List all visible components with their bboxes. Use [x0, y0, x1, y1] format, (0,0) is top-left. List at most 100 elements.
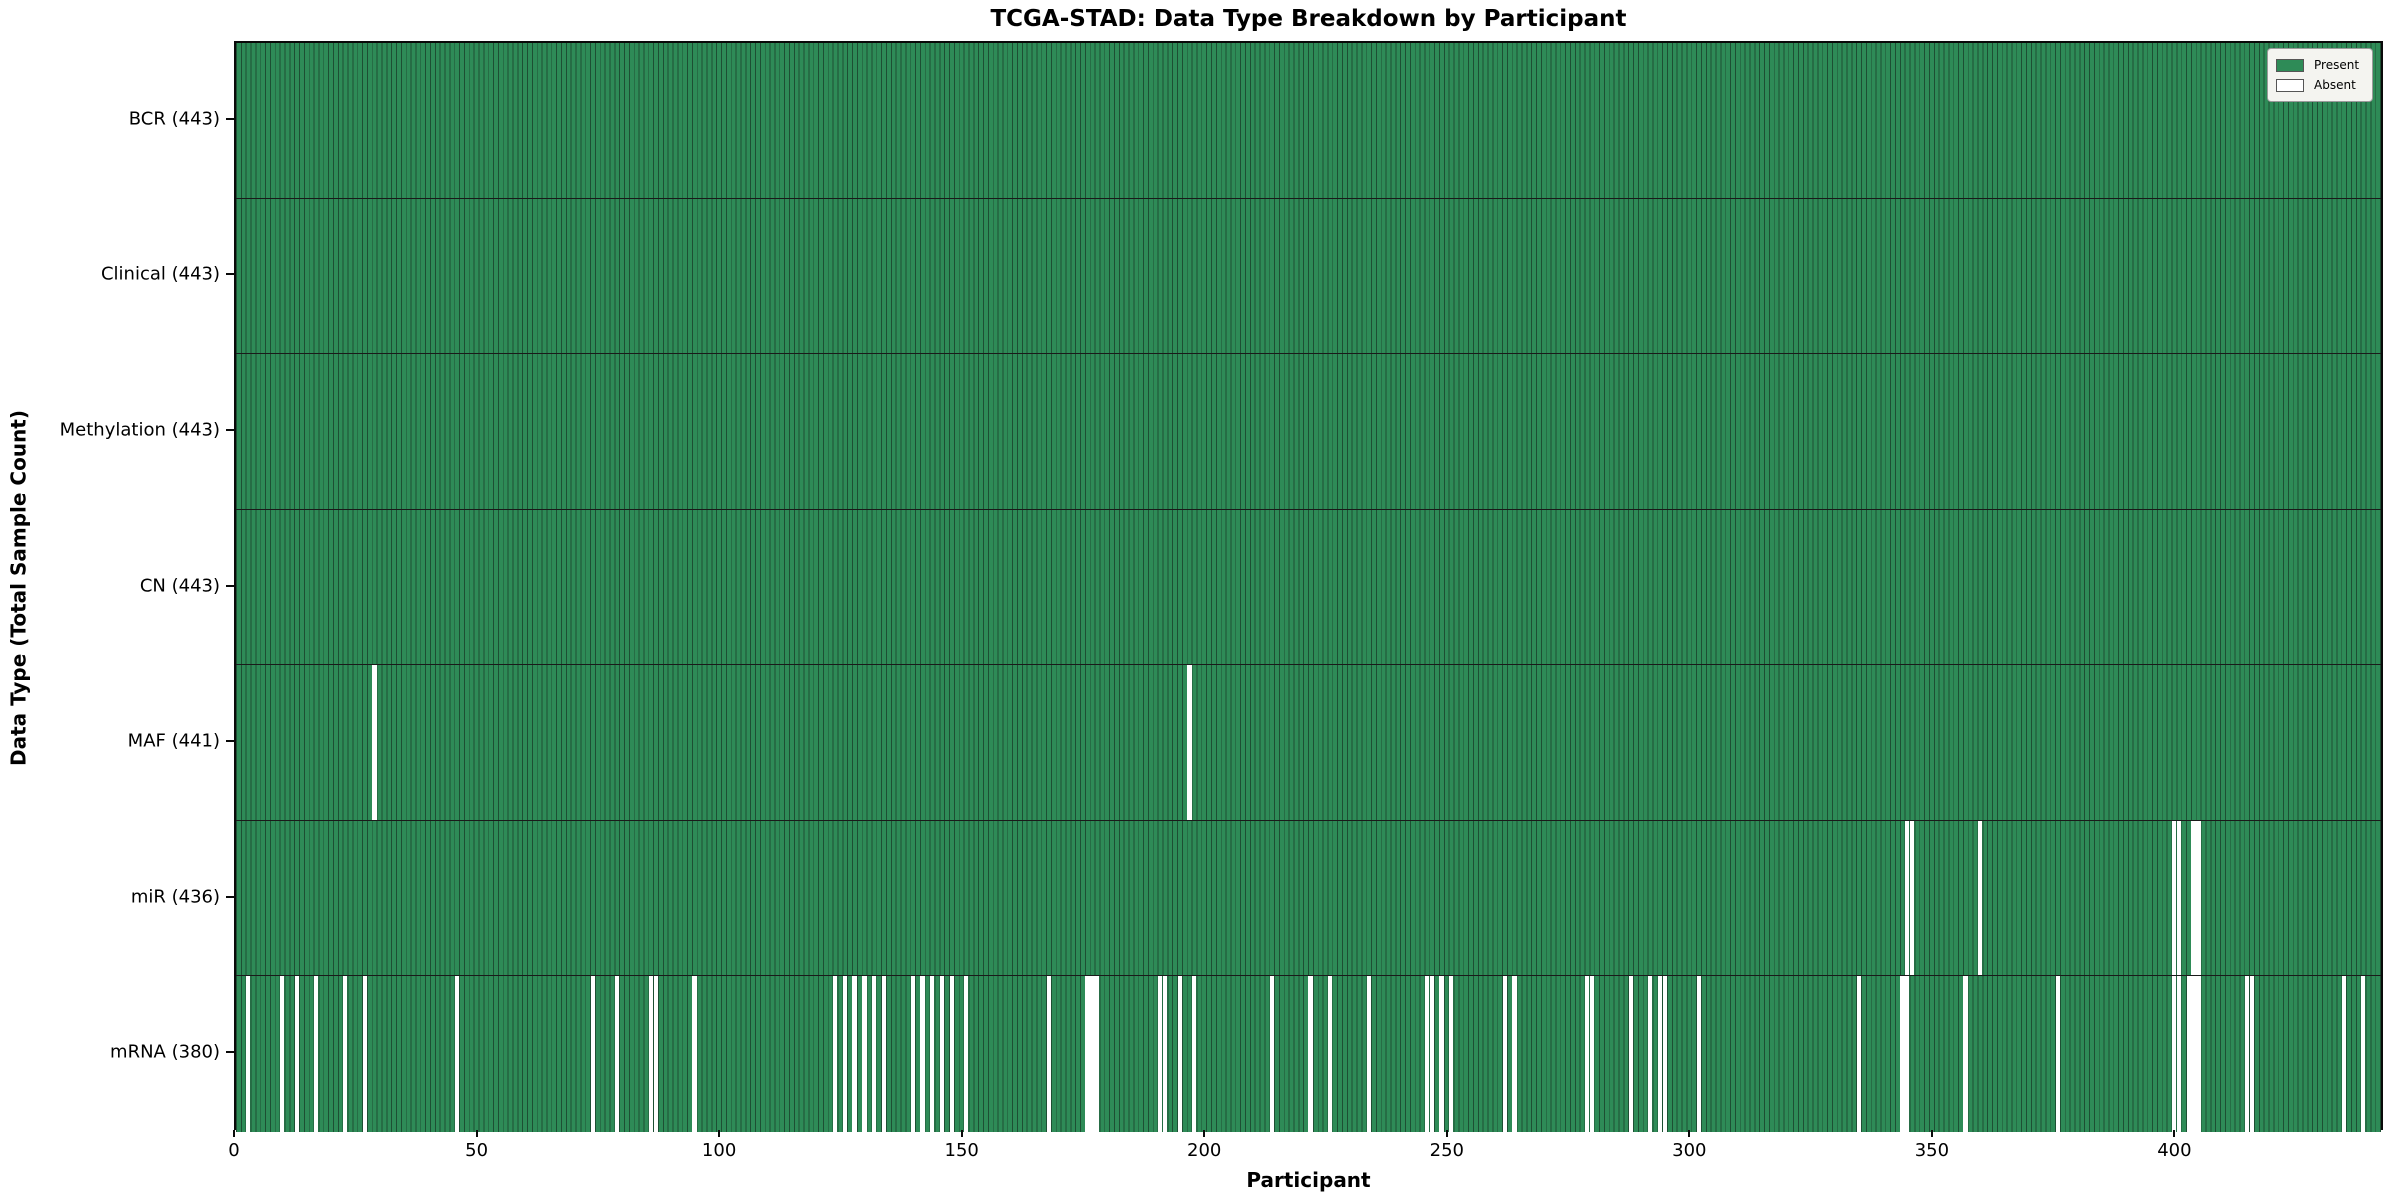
- x-tick-mark: [475, 1130, 478, 1137]
- absent-stripe: [1910, 820, 1915, 976]
- absent-stripe: [2176, 976, 2182, 1132]
- absent-stripe: [1696, 976, 1701, 1132]
- absent-stripe: [653, 976, 658, 1132]
- absent-stripe: [833, 976, 838, 1132]
- legend-entry-absent: Absent: [2276, 75, 2364, 95]
- absent-stripe: [614, 976, 620, 1132]
- absent-stripe: [1090, 976, 1095, 1132]
- y-tick-mark: [226, 117, 234, 120]
- row-mir: [236, 820, 2381, 977]
- absent-stripe: [1905, 820, 1910, 976]
- absent-stripe: [1429, 976, 1435, 1132]
- absent-stripe: [930, 976, 935, 1132]
- absent-stripe: [1269, 976, 1274, 1132]
- y-tick-label-cn: CN (443): [139, 575, 220, 596]
- absent-stripe: [590, 976, 595, 1132]
- y-tick-label-bcr: BCR (443): [128, 108, 220, 130]
- absent-stripe: [1900, 976, 1905, 1132]
- x-axis-label: Participant: [1246, 1168, 1371, 1192]
- x-tick-label: 250: [1429, 1140, 1464, 1161]
- x-tick-label: 350: [1914, 1140, 1950, 1161]
- y-tick-mark: [226, 1051, 234, 1054]
- absent-stripe: [692, 976, 697, 1132]
- x-tick-label: 400: [2157, 1140, 2192, 1161]
- legend-absent-label: Absent: [2314, 78, 2356, 92]
- absent-stripe: [842, 976, 848, 1132]
- row-bcr: [236, 43, 2381, 199]
- absent-stripe: [1662, 976, 1667, 1132]
- legend-present-label: Present: [2314, 58, 2360, 72]
- absent-stripe: [2191, 820, 2196, 976]
- absent-stripe: [2341, 976, 2347, 1132]
- absent-stripe: [280, 976, 285, 1132]
- absent-stripe: [1977, 820, 1983, 976]
- absent-stripe: [2171, 976, 2177, 1132]
- absent-stripe: [1628, 976, 1633, 1132]
- absent-stripe: [1589, 976, 1595, 1132]
- absent-stripe: [1177, 976, 1182, 1132]
- absent-stripe: [949, 976, 954, 1132]
- x-tick-label: 300: [1672, 1140, 1707, 1161]
- absent-stripe: [852, 976, 857, 1132]
- x-tick-mark: [233, 1130, 235, 1137]
- absent-stripe: [2249, 976, 2254, 1132]
- y-tick-label-mir: miR (436): [130, 886, 220, 908]
- absent-stripe: [1366, 976, 1372, 1132]
- x-tick-mark: [1203, 1130, 1206, 1137]
- absent-stripe: [1512, 976, 1517, 1132]
- absent-stripe: [1648, 976, 1653, 1132]
- absent-stripe: [1085, 976, 1090, 1132]
- absent-swatch-icon: [2276, 78, 2304, 92]
- y-tick-mark: [226, 273, 234, 276]
- absent-stripe: [1327, 976, 1333, 1132]
- x-tick-label: 0: [228, 1140, 240, 1161]
- absent-stripe: [372, 665, 377, 820]
- absent-stripe: [2196, 976, 2201, 1132]
- absent-stripe: [343, 976, 348, 1132]
- y-tick-mark: [226, 895, 234, 898]
- row-clinical: [236, 198, 2381, 355]
- y-tick-mark: [226, 740, 234, 743]
- absent-stripe: [1657, 976, 1663, 1132]
- row-cn: [236, 509, 2381, 666]
- absent-stripe: [1584, 976, 1590, 1132]
- absent-stripe: [2055, 976, 2060, 1132]
- absent-stripe: [2171, 820, 2177, 976]
- absent-stripe: [920, 976, 925, 1132]
- absent-stripe: [2176, 820, 2182, 976]
- absent-stripe: [1046, 976, 1051, 1132]
- absent-stripe: [1158, 976, 1163, 1132]
- x-tick-label: 200: [1187, 1140, 1222, 1161]
- plot-area: [234, 41, 2383, 1132]
- absent-stripe: [2191, 976, 2196, 1132]
- x-tick-mark: [960, 1130, 963, 1137]
- absent-stripe: [246, 976, 251, 1132]
- row-mrna: [236, 976, 2381, 1132]
- absent-stripe: [454, 976, 460, 1132]
- absent-stripe: [314, 976, 319, 1132]
- y-tick-mark: [226, 428, 234, 431]
- x-tick-mark: [2173, 1130, 2176, 1137]
- chart-title: TCGA-STAD: Data Type Breakdown by Partic…: [990, 6, 1627, 32]
- y-tick-label-clinical: Clinical (443): [100, 263, 220, 285]
- x-tick-mark: [1688, 1130, 1691, 1137]
- absent-stripe: [362, 976, 367, 1132]
- absent-stripe: [2196, 820, 2201, 976]
- y-tick-label-methylation: Methylation (443): [59, 419, 220, 441]
- legend: Present Absent: [2267, 48, 2373, 102]
- absent-stripe: [1095, 976, 1100, 1132]
- legend-entry-present: Present: [2276, 55, 2364, 75]
- absent-stripe: [862, 976, 867, 1132]
- absent-stripe: [1192, 976, 1197, 1132]
- x-tick-label: 50: [465, 1140, 489, 1161]
- absent-stripe: [939, 976, 945, 1132]
- present-swatch-icon: [2276, 58, 2304, 72]
- absent-stripe: [648, 976, 654, 1132]
- row-maf: [236, 665, 2381, 821]
- absent-stripe: [964, 976, 969, 1132]
- y-tick-mark: [226, 584, 234, 587]
- absent-stripe: [1187, 665, 1192, 820]
- absent-stripe: [1502, 976, 1507, 1132]
- absent-stripe: [2361, 976, 2366, 1132]
